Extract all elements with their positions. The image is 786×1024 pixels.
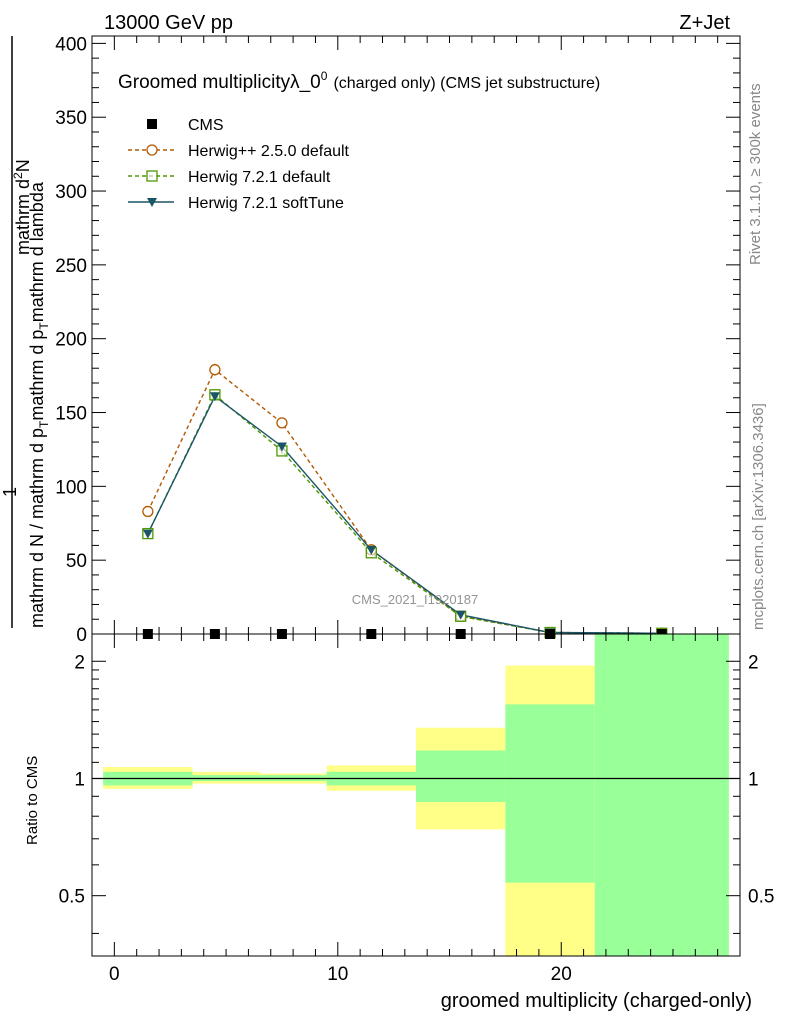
rivet-label: Rivet 3.1.10, ≥ 300k events xyxy=(747,83,764,265)
legend-label: Herwig 7.2.1 softTune xyxy=(188,195,344,212)
series-point-2 xyxy=(209,392,220,402)
legend-label: Herwig 7.2.1 default xyxy=(188,169,331,186)
legend-label: Herwig++ 2.5.0 default xyxy=(188,143,350,160)
chart-title: Groomed multiplicityλ_0 xyxy=(118,72,321,93)
series-point-0 xyxy=(209,364,221,376)
main-y-axis-label: mathrm d2N 1 mathrm d N / mathrm d pTmat… xyxy=(0,36,51,628)
main-y-tick-label: 350 xyxy=(55,108,87,129)
x-axis-label: groomed multiplicity (charged-only) xyxy=(441,990,752,1012)
ylabel-one: 1 xyxy=(0,487,20,497)
ylabel-bottom-sub: T xyxy=(37,420,51,428)
ratio-y-tick-label: 0.5 xyxy=(59,887,85,908)
ratio-y-axis-label: Ratio to CMS xyxy=(24,756,41,845)
svg-text:mathrm d2N: mathrm d2N xyxy=(11,159,33,255)
main-y-tick-label: 100 xyxy=(55,477,87,498)
legend-marker xyxy=(147,119,157,129)
x-tick-label: 20 xyxy=(551,964,572,985)
legend-marker xyxy=(146,144,158,156)
ratio-band-green xyxy=(505,704,595,883)
svg-text:mathrm d N / mathrm d pTmathrm: mathrm d N / mathrm d pTmathrm d pTmathr… xyxy=(27,181,51,628)
ratio-y-tick-label: 1 xyxy=(74,769,85,790)
ratio-y-tick-label-right: 2 xyxy=(748,652,759,673)
main-y-tick-label: 150 xyxy=(55,404,87,425)
main-y-tick-label: 50 xyxy=(66,551,87,572)
legend: CMS Herwig++ 2.5.0 default Herwig 7.2.1 de… xyxy=(128,117,350,212)
main-y-tick-label: 200 xyxy=(55,330,87,351)
legend-item: CMS xyxy=(147,117,224,134)
ylabel-top-rest: N xyxy=(13,159,33,172)
main-panel: 0 50 100 150 200 250 300 350 400 CMS_2021_I19201… xyxy=(55,34,741,646)
ratio-band-green xyxy=(416,750,506,803)
legend-marker xyxy=(146,170,158,182)
ratio-y-tick-label-right: 1 xyxy=(748,769,759,790)
mcplots-label: mcplots.cern.ch [arXiv:1306.3436] xyxy=(750,403,767,630)
series-point-2 xyxy=(142,529,153,539)
x-tick-label: 0 xyxy=(109,964,120,985)
watermark: CMS_2021_I1920187 xyxy=(352,592,479,607)
chart-title-sub: (charged only) (CMS jet substructure) xyxy=(333,75,600,92)
ratio-plot-frame xyxy=(91,633,741,957)
main-y-tick-label: 400 xyxy=(55,34,87,55)
ratio-band-green xyxy=(594,634,729,956)
ylabel-bottom: mathrm d N / mathrm d p xyxy=(27,428,47,628)
series-point-2 xyxy=(366,545,377,555)
legend-item: Herwig 7.2.1 softTune xyxy=(128,195,344,212)
legend-label: CMS xyxy=(188,117,224,134)
ratio-y-tick-label-right: 0.5 xyxy=(748,887,774,908)
svg-text:Groomed multiplicityλ_00(charg: Groomed multiplicityλ_00 (charged only) (… xyxy=(118,69,600,93)
series-point-0 xyxy=(142,505,154,518)
ylabel-top-main: mathrm d xyxy=(13,179,33,255)
series-point-2 xyxy=(276,442,287,452)
legend-item: Herwig 7.2.1 default xyxy=(128,169,331,186)
chart-title-sup: 0 xyxy=(321,69,328,83)
main-y-tick-label: 0 xyxy=(76,625,87,646)
ratio-y-tick-label: 2 xyxy=(74,652,85,673)
energy-label: 13000 GeV pp xyxy=(104,12,233,34)
legend-marker xyxy=(147,198,157,207)
legend-item: Herwig++ 2.5.0 default xyxy=(128,143,350,160)
ylabel-top-sup: 2 xyxy=(11,172,25,179)
process-label: Z+Jet xyxy=(679,12,730,34)
ratio-panel: 0.5 0.5 1 1 2 2 0 10 20 Ratio to CMS groomed mu… xyxy=(24,633,774,1012)
main-y-tick-label: 250 xyxy=(55,256,87,277)
x-tick-label: 10 xyxy=(327,964,348,985)
series-point-0 xyxy=(276,417,288,429)
series-point-2 xyxy=(455,610,466,620)
main-y-tick-label: 300 xyxy=(55,182,87,203)
